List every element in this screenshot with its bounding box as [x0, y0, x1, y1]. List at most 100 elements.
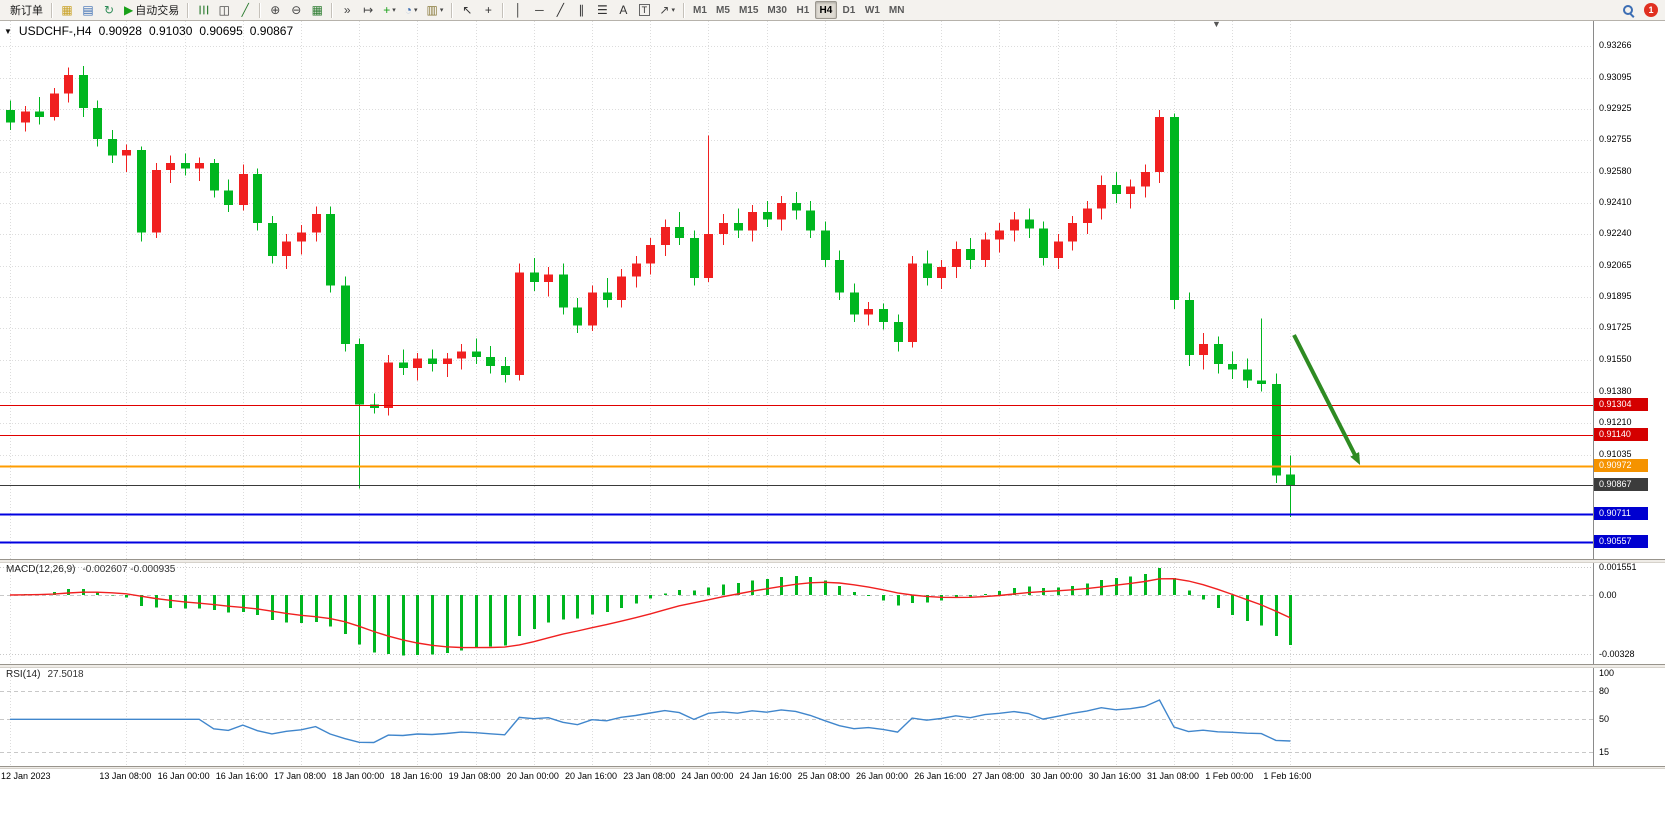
- candlestick-chart[interactable]: [0, 21, 1593, 559]
- price-axis-label: 0.92925: [1599, 102, 1632, 113]
- price-axis[interactable]: 0.93266 0.93095 0.92925 0.92755 0.92580 0.924…: [1593, 21, 1665, 559]
- tf-w1-button[interactable]: W1: [861, 1, 884, 19]
- indicators-icon: +: [383, 3, 391, 17]
- arrows-button[interactable]: ↗ ▾: [655, 1, 679, 19]
- tf-m30-button[interactable]: M30: [763, 1, 790, 19]
- autotrade-button[interactable]: ▶ 自动交易: [120, 1, 183, 19]
- price-chart-panel[interactable]: ▼ USDCHF-,H4 0.90928 0.91030 0.90695 0.9…: [0, 19, 1665, 559]
- profiles-button[interactable]: ▤: [78, 1, 98, 19]
- time-axis-label: 1 Feb 16:00: [1263, 771, 1312, 781]
- time-axis-label: 16 Jan 00:00: [157, 771, 210, 781]
- rsi-panel[interactable]: RSI(14) 27.5018 100 80 50 15: [0, 668, 1665, 766]
- equidistant-channel-button[interactable]: ∥: [571, 1, 591, 19]
- macd-title: MACD(12,26,9) -0.002607 -0.000935: [6, 564, 175, 575]
- trend-arrow-annotation[interactable]: [1292, 334, 1361, 466]
- tf-m15-button[interactable]: M15: [735, 1, 762, 19]
- crosshair-button[interactable]: +: [478, 1, 498, 19]
- text-button[interactable]: A: [613, 1, 633, 19]
- panel-splitter[interactable]: [0, 766, 1665, 769]
- zoom-in-button[interactable]: ⊕: [265, 1, 285, 19]
- price-axis-label: 0.92240: [1599, 228, 1632, 239]
- rsi-chart[interactable]: [0, 668, 1593, 766]
- profiles-icon: ▤: [82, 3, 94, 17]
- search-icon: [1622, 4, 1635, 17]
- autotrade-label: 自动交易: [135, 5, 180, 17]
- horizontal-line-icon: ─: [535, 3, 544, 17]
- time-axis[interactable]: 12 Jan 2023 13 Jan 08:00 16 Jan 00:00 16 Ja…: [0, 769, 1665, 789]
- auto-scroll-button[interactable]: »: [337, 1, 357, 19]
- chart-grid: [0, 21, 1593, 559]
- line-chart-button[interactable]: ╱: [235, 1, 255, 19]
- new-chart-button[interactable]: ▦: [57, 1, 77, 19]
- zoom-out-button[interactable]: ⊖: [286, 1, 306, 19]
- vertical-line-icon: │: [514, 3, 523, 17]
- price-axis-label: 0.93266: [1599, 40, 1632, 51]
- time-axis-label: 30 Jan 00:00: [1030, 771, 1083, 781]
- macd-grid: [0, 563, 1593, 664]
- time-axis-label: 24 Jan 00:00: [681, 771, 734, 781]
- chart-shift-marker-icon[interactable]: ▼: [1212, 19, 1221, 29]
- vertical-line-button[interactable]: │: [508, 1, 528, 19]
- tf-h4-button[interactable]: H4: [814, 1, 837, 19]
- tf-m5-button[interactable]: M5: [712, 1, 734, 19]
- cursor-button[interactable]: ↖: [457, 1, 477, 19]
- macd-panel[interactable]: MACD(12,26,9) -0.002607 -0.000935 0.0015…: [0, 561, 1665, 664]
- rsi-title: RSI(14) 27.5018: [6, 669, 84, 680]
- symbol-period-label: USDCHF-,H4: [18, 24, 92, 38]
- toolbar-separator: [502, 2, 505, 18]
- tile-windows-button[interactable]: ▦: [307, 1, 327, 19]
- tf-mn-button[interactable]: MN: [885, 1, 909, 19]
- periods-button[interactable]: ◔ ▾: [401, 1, 422, 19]
- dropdown-caret-icon: ▾: [392, 7, 396, 14]
- refresh-button[interactable]: ↻: [99, 1, 119, 19]
- tf-d1-label: D1: [842, 4, 856, 16]
- tf-m5-label: M5: [716, 4, 730, 16]
- price-tag: 0.90867: [1594, 478, 1648, 492]
- toolbar-separator: [259, 2, 262, 18]
- horizontal-line-button[interactable]: ─: [529, 1, 549, 19]
- macd-axis-label: 0.00: [1599, 589, 1617, 600]
- time-axis-label: 26 Jan 16:00: [914, 771, 967, 781]
- text-label-button[interactable]: T: [634, 1, 654, 19]
- fibonacci-button[interactable]: ☰: [592, 1, 612, 19]
- panel-splitter[interactable]: [0, 559, 1665, 563]
- tf-h4-label: H4: [819, 4, 833, 16]
- panel-splitter[interactable]: [0, 664, 1665, 668]
- main-toolbar: 新订单 ▦ ▤ ↻ ▶ 自动交易 ☰ ◫ ╱ ⊕ ⊖ ▦» ↦ + ▾ ◔ ▾ ▥ ▾ ↖ + │ ─ ╱ ∥ ☰ A T ↗ ▾ M1 M5…: [0, 0, 1665, 21]
- chart-shift-icon: ↦: [363, 3, 374, 17]
- one-click-trading-toggle-icon[interactable]: ▼: [4, 26, 12, 36]
- tf-m1-button[interactable]: M1: [689, 1, 711, 19]
- new-order-button[interactable]: 新订单: [4, 1, 47, 19]
- trendline-button[interactable]: ╱: [550, 1, 570, 19]
- time-axis-label: 31 Jan 08:00: [1147, 771, 1200, 781]
- chart-shift-button[interactable]: ↦: [358, 1, 378, 19]
- bar-chart-button[interactable]: ☰: [193, 1, 213, 19]
- autotrade-icon: ▶: [124, 3, 134, 17]
- tf-d1-button[interactable]: D1: [838, 1, 860, 19]
- low-value: 0.90695: [199, 24, 243, 38]
- price-axis-label: 0.92755: [1599, 133, 1632, 144]
- time-axis-label: 20 Jan 16:00: [565, 771, 618, 781]
- candlestick-chart-button[interactable]: ◫: [214, 1, 234, 19]
- templates-button[interactable]: ▥ ▾: [423, 1, 448, 19]
- price-tag: 0.91304: [1594, 398, 1648, 412]
- macd-axis-label: 0.001551: [1599, 561, 1637, 572]
- rsi-axis[interactable]: 100 80 50 15: [1593, 668, 1665, 766]
- indicators-button[interactable]: + ▾: [379, 1, 400, 19]
- macd-chart[interactable]: [0, 563, 1593, 664]
- periods-icon: ◔: [404, 3, 413, 17]
- price-axis-label: 0.92580: [1599, 165, 1632, 176]
- search-button[interactable]: [1618, 1, 1639, 19]
- high-value: 0.91030: [148, 24, 193, 38]
- new-chart-icon: ▦: [61, 3, 73, 17]
- chart-title: ▼ USDCHF-,H4 0.90928 0.91030 0.90695 0.9…: [4, 24, 293, 38]
- notification-badge[interactable]: 1: [1644, 3, 1658, 17]
- price-axis-label: 0.92065: [1599, 260, 1632, 271]
- macd-axis[interactable]: 0.001551 0.00 -0.00328: [1593, 561, 1665, 664]
- time-axis-label: 19 Jan 08:00: [448, 771, 501, 781]
- templates-icon: ▥: [426, 3, 438, 17]
- horizontal-line-objects[interactable]: [0, 405, 1593, 544]
- toolbar-separator: [682, 2, 685, 18]
- price-tag: 0.90711: [1594, 506, 1648, 520]
- tf-h1-button[interactable]: H1: [792, 1, 814, 19]
